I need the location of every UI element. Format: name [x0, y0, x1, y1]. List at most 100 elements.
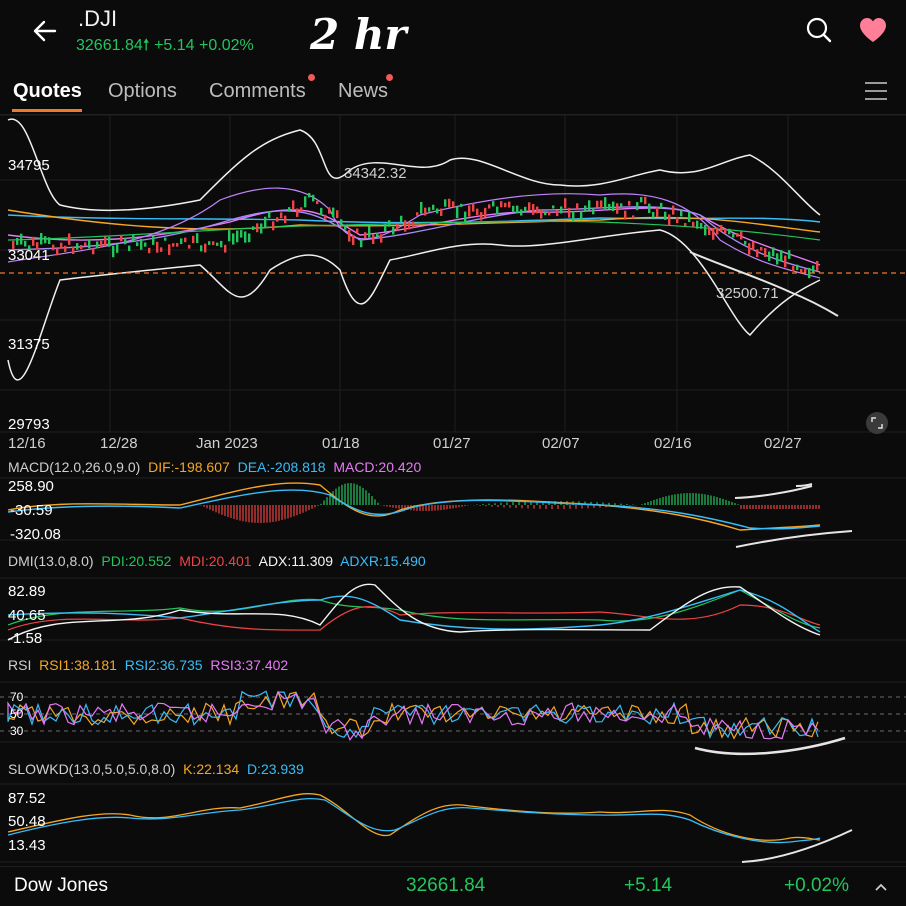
candle — [172, 243, 175, 247]
candle — [192, 235, 195, 244]
candle — [504, 202, 507, 208]
candle — [576, 203, 579, 210]
candle — [268, 211, 271, 218]
y-tick-3: 31375 — [8, 336, 50, 353]
candle — [532, 204, 535, 215]
dmi-y-1: 82.89 — [8, 583, 46, 600]
y-tick-2: 33041 — [8, 247, 50, 264]
candle — [272, 221, 275, 231]
candle — [432, 204, 435, 210]
candle — [668, 214, 671, 226]
candle — [452, 201, 455, 208]
candle — [784, 255, 787, 268]
candle — [740, 231, 743, 240]
candle — [312, 194, 315, 202]
candle — [220, 240, 223, 248]
candle — [280, 212, 283, 219]
candle — [460, 203, 463, 207]
rsi-y-70: 70 — [10, 690, 24, 704]
chart-area[interactable] — [0, 0, 906, 866]
candle — [456, 206, 459, 219]
candle — [80, 245, 83, 250]
footer-ticker[interactable]: Dow Jones 32661.84 +5.14 +0.02% — [0, 866, 906, 906]
candle — [304, 196, 307, 208]
header: .DJI 32661.84🠕 +5.14 +0.02% 2 hr — [0, 0, 906, 70]
expand-icon[interactable] — [866, 412, 888, 434]
candle — [28, 245, 31, 250]
dmi-adxr: ADXR:15.490 — [340, 553, 426, 569]
back-arrow-icon[interactable] — [28, 14, 62, 48]
candle — [184, 237, 187, 243]
candle — [148, 247, 151, 254]
search-icon[interactable] — [805, 16, 833, 44]
candle — [584, 205, 587, 213]
candle — [400, 215, 403, 223]
candle — [652, 212, 655, 218]
candle — [308, 192, 311, 198]
candles — [12, 192, 819, 279]
candle — [588, 200, 591, 211]
candle — [476, 208, 479, 215]
candle — [688, 211, 691, 223]
up-arrow-icon: 🠕 — [142, 37, 150, 54]
candle — [472, 203, 475, 212]
rsi-2: RSI2:36.735 — [124, 657, 203, 673]
dmi-legend: DMI(13.0,8.0) PDI:20.552 MDI:20.401 ADX:… — [8, 553, 426, 569]
candle — [204, 243, 207, 253]
candle — [228, 230, 231, 242]
candle — [660, 202, 663, 209]
candle — [444, 199, 447, 207]
tab-comments[interactable]: Comments — [209, 80, 306, 102]
candle — [804, 268, 807, 273]
dmi-y-2: 40.65 — [8, 607, 46, 624]
tab-quotes[interactable]: Quotes — [13, 80, 82, 102]
candle — [552, 205, 555, 209]
high-annotation: 34342.32 — [344, 165, 407, 182]
candle — [512, 205, 515, 212]
candle — [616, 203, 619, 214]
candle — [112, 245, 115, 258]
macd-dif: DIF:-198.607 — [148, 459, 230, 475]
low-annotation: 32500.71 — [716, 285, 779, 302]
heart-icon[interactable] — [858, 16, 888, 44]
candle — [696, 220, 699, 229]
candle — [568, 207, 571, 218]
candle — [360, 238, 363, 248]
candle — [324, 214, 327, 219]
tab-news[interactable]: News — [338, 80, 389, 102]
candle — [416, 212, 419, 216]
candle — [656, 207, 659, 217]
candle — [116, 244, 119, 253]
x-tick-2: 12/28 — [100, 435, 138, 452]
candle — [176, 243, 179, 247]
candle — [44, 236, 47, 244]
x-tick-8: 02/27 — [764, 435, 802, 452]
candle — [64, 245, 67, 252]
candle — [236, 230, 239, 243]
footer-change-pct: +0.02% — [784, 875, 849, 896]
tab-options[interactable]: Options — [108, 80, 177, 102]
candle — [140, 238, 143, 250]
candle — [84, 242, 87, 247]
candle — [760, 246, 763, 251]
candle — [168, 244, 171, 255]
candle — [772, 247, 775, 257]
candle — [88, 239, 91, 249]
candle — [56, 248, 59, 256]
candle — [144, 242, 147, 247]
candle — [200, 245, 203, 252]
footer-price: 32661.84 — [406, 875, 486, 896]
handwritten-note: 2 hr — [310, 10, 407, 59]
candle — [436, 208, 439, 214]
footer-change: +5.14 — [624, 875, 673, 896]
menu-icon[interactable] — [864, 80, 888, 102]
candle — [244, 231, 247, 243]
candle — [796, 264, 799, 271]
candle — [808, 267, 811, 279]
candle — [296, 208, 299, 217]
chevron-up-icon[interactable] — [874, 877, 888, 899]
macd-value: MACD:20.420 — [333, 459, 422, 475]
candle — [124, 237, 127, 245]
candle — [12, 240, 15, 249]
candle — [368, 226, 371, 238]
